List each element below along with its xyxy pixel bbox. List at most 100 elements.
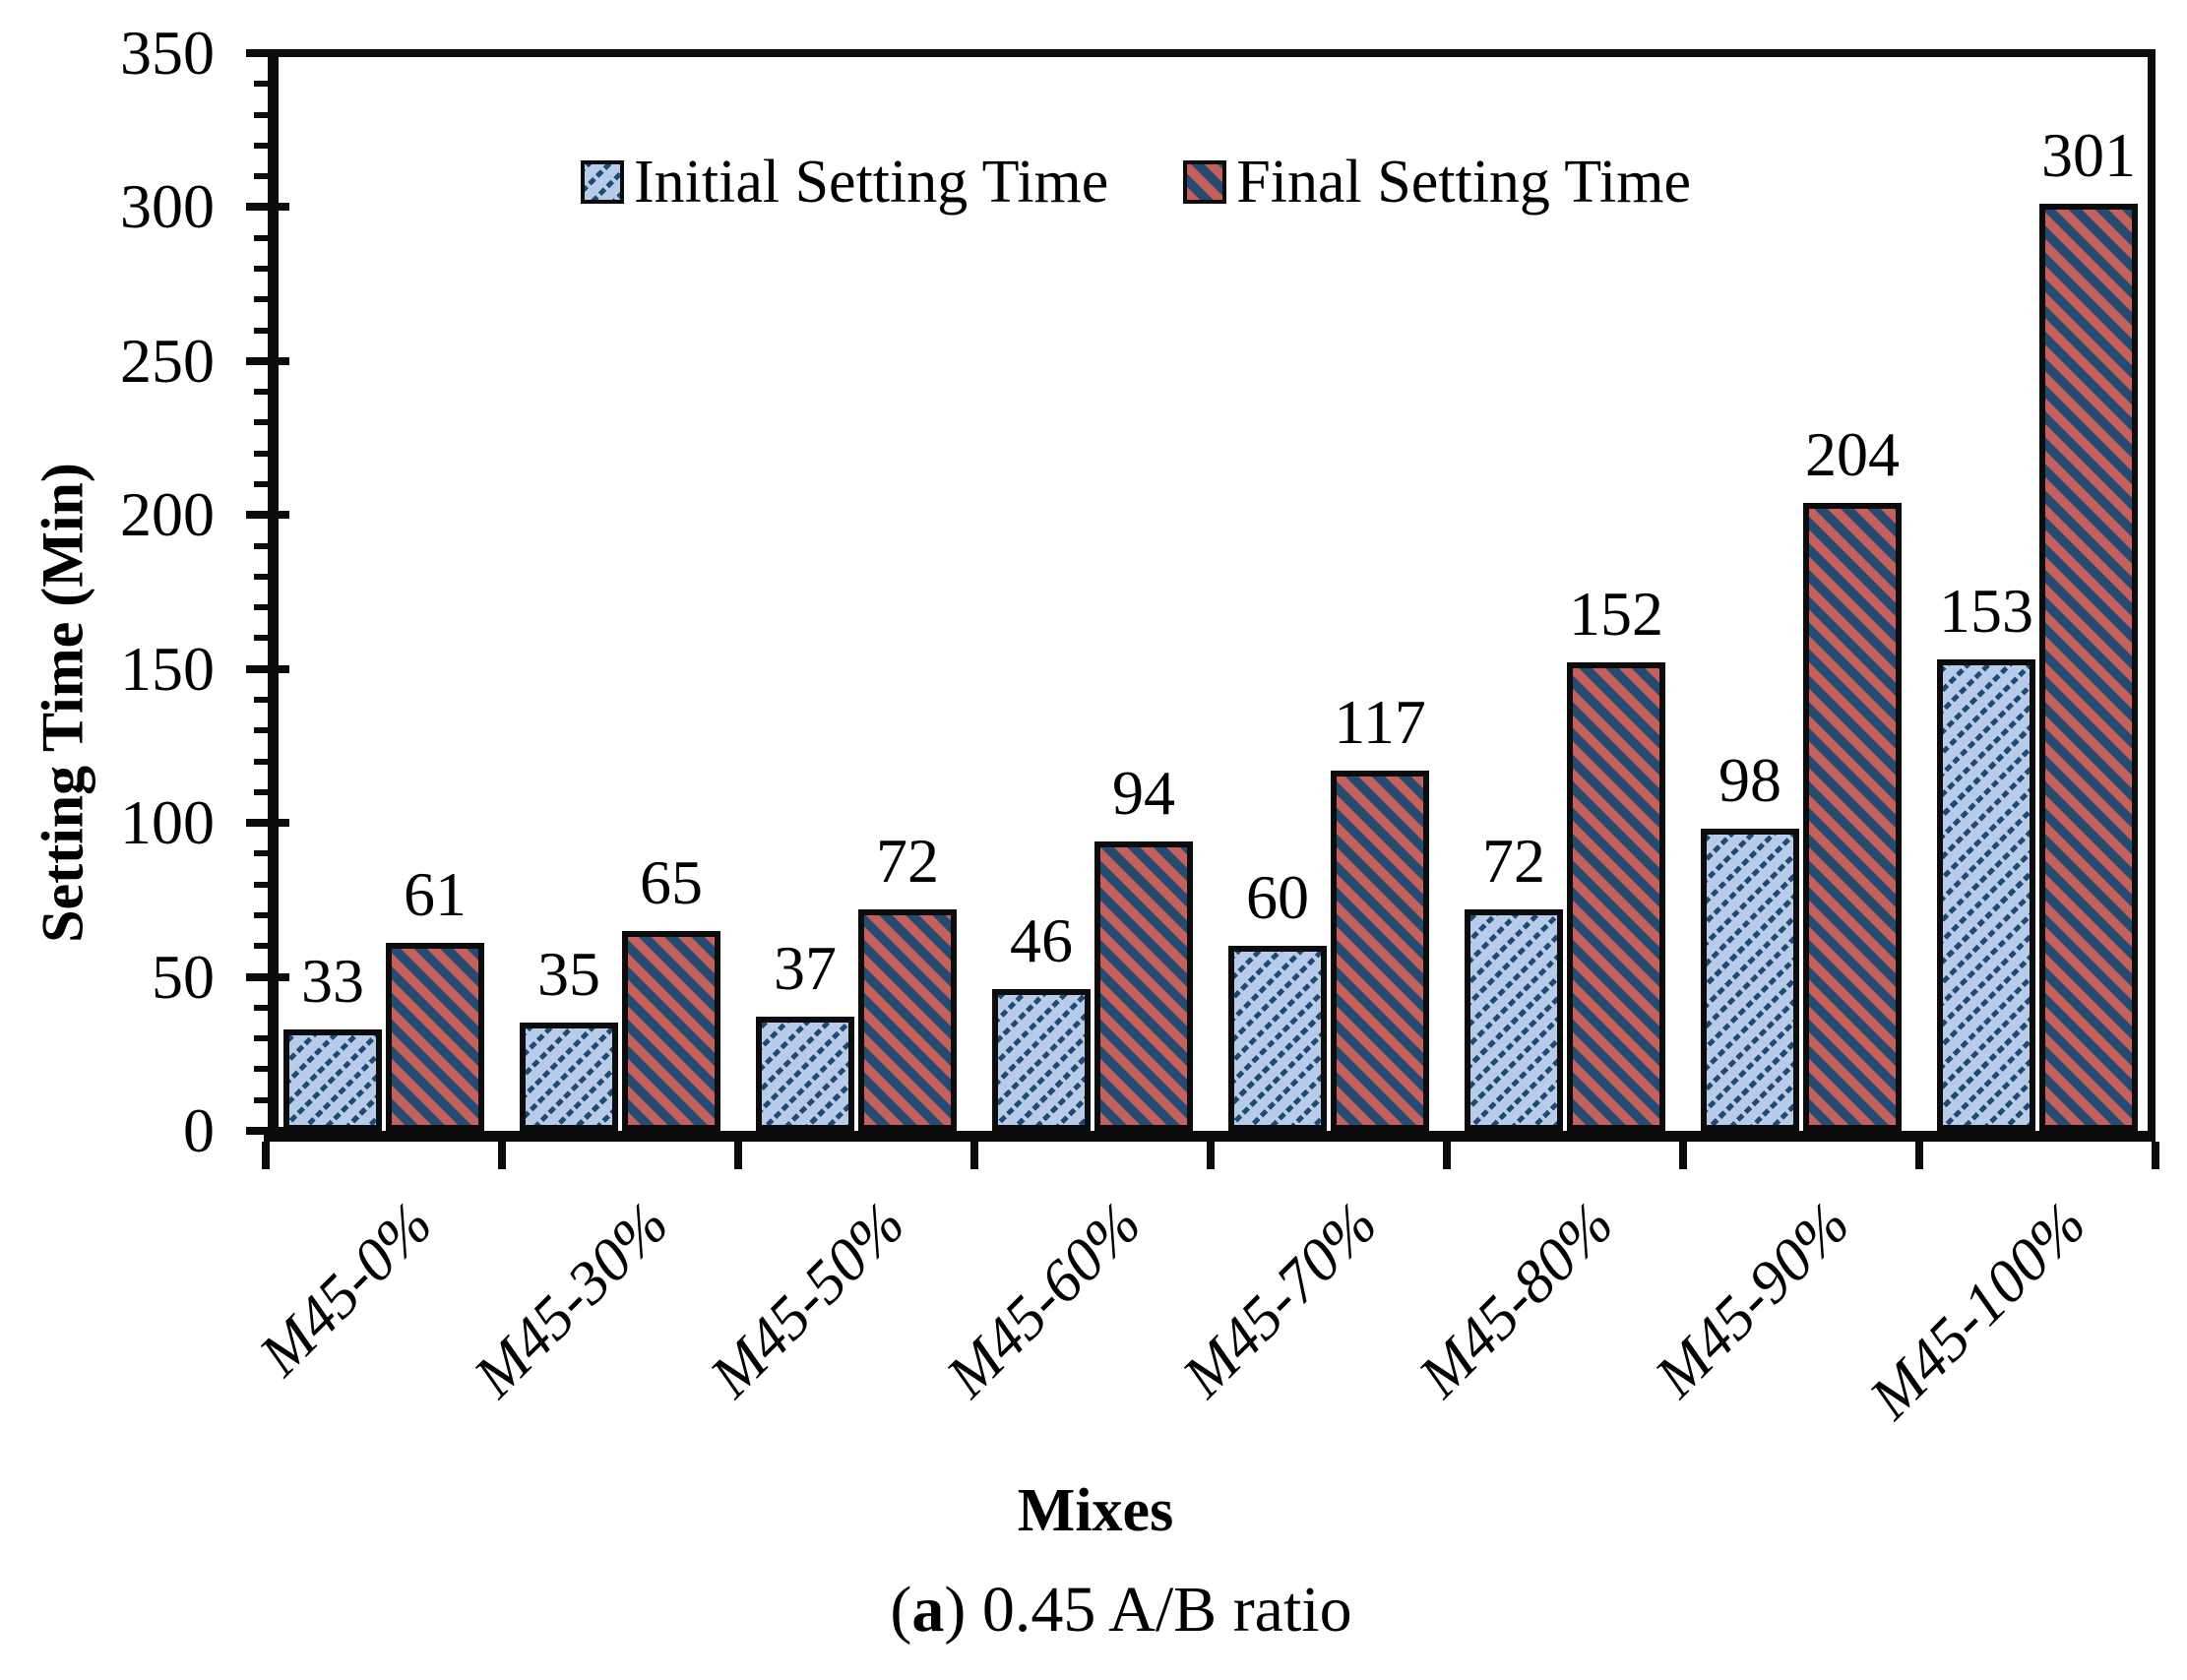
y-tick-label: 50 (152, 942, 215, 1012)
y-minor-tick (254, 451, 269, 457)
bar-final-m45-100- (2039, 204, 2138, 1131)
y-minor-tick (254, 328, 269, 334)
y-tick-label: 0 (183, 1095, 215, 1165)
bar-initial-m45-60- (992, 989, 1091, 1131)
y-tick-label: 100 (120, 787, 215, 857)
y-major-tick (246, 49, 289, 57)
y-minor-tick (254, 1097, 269, 1103)
bar-value-label: 204 (1805, 419, 1900, 489)
bar-final-m45-50- (858, 909, 957, 1131)
x-category-label: M45-90% (1642, 1190, 1863, 1410)
y-minor-tick (254, 850, 269, 856)
y-minor-tick (254, 173, 269, 179)
x-axis-line (264, 1131, 2156, 1142)
y-minor-tick (254, 296, 269, 302)
x-category-label: M45-60% (933, 1190, 1155, 1410)
y-minor-tick (254, 604, 269, 610)
plot-border-right (2148, 49, 2156, 1142)
caption-letter: a (911, 1574, 945, 1646)
bar-initial-m45-70- (1228, 946, 1327, 1131)
y-minor-tick (254, 727, 269, 733)
caption-prefix: ( (890, 1574, 912, 1646)
x-category-label: M45-0% (246, 1190, 446, 1389)
y-minor-tick (254, 789, 269, 795)
bar-final-m45-90- (1803, 503, 1902, 1131)
y-minor-tick (254, 266, 269, 272)
y-major-tick (246, 203, 289, 211)
caption-suffix: ) 0.45 A/B ratio (944, 1574, 1352, 1646)
legend-item-initial: Initial Setting Time (581, 150, 1108, 215)
legend-label-initial: Initial Setting Time (634, 149, 1109, 216)
x-tick (2152, 1142, 2159, 1169)
figure-caption: (a) 0.45 A/B ratio (890, 1573, 1351, 1648)
y-minor-tick (254, 1005, 269, 1011)
x-category-label: M45-50% (697, 1190, 918, 1410)
bar-value-label: 98 (1718, 745, 1781, 815)
y-axis-title: Setting Time (Min) (30, 463, 95, 943)
bar-final-m45-0- (386, 943, 484, 1131)
bar-value-label: 152 (1569, 579, 1663, 649)
y-minor-tick (254, 759, 269, 765)
y-tick-label: 200 (120, 479, 215, 549)
x-tick (498, 1142, 506, 1169)
bar-value-label: 35 (537, 939, 600, 1009)
plot-border-top (264, 49, 2156, 57)
y-minor-tick (254, 543, 269, 549)
x-tick (1915, 1142, 1923, 1169)
y-minor-tick (254, 1035, 269, 1041)
bar-value-label: 61 (404, 859, 467, 929)
x-category-label: M45-70% (1169, 1190, 1391, 1410)
y-major-tick (246, 819, 289, 827)
y-minor-tick (254, 574, 269, 580)
bar-initial-m45-50- (756, 1017, 854, 1131)
y-axis-line (268, 49, 279, 1142)
legend-label-final: Final Setting Time (1236, 149, 1691, 216)
bar-value-label: 37 (774, 933, 837, 1003)
legend-item-final: Final Setting Time (1183, 150, 1691, 215)
bar-final-m45-30- (622, 931, 720, 1131)
bar-initial-m45-80- (1465, 909, 1563, 1131)
y-tick-label: 150 (120, 634, 215, 704)
y-tick-label: 300 (120, 171, 215, 241)
x-tick (1207, 1142, 1215, 1169)
y-major-tick (246, 973, 289, 981)
bar-value-label: 72 (1482, 826, 1545, 896)
bar-final-m45-80- (1567, 662, 1665, 1131)
bar-initial-m45-100- (1937, 659, 2035, 1131)
y-minor-tick (254, 882, 269, 888)
x-category-label: M45-30% (461, 1190, 682, 1410)
bar-final-m45-60- (1094, 841, 1193, 1131)
y-minor-tick (254, 419, 269, 425)
bar-initial-m45-90- (1701, 829, 1799, 1131)
y-minor-tick (254, 635, 269, 641)
y-minor-tick (254, 143, 269, 149)
y-minor-tick (254, 389, 269, 395)
bar-value-label: 46 (1010, 905, 1073, 975)
y-major-tick (246, 511, 289, 519)
legend-swatch-initial-icon (581, 160, 624, 204)
bar-value-label: 301 (2041, 120, 2136, 190)
bar-initial-m45-30- (520, 1023, 618, 1131)
bar-value-label: 153 (1939, 576, 2033, 646)
x-tick (1443, 1142, 1451, 1169)
x-axis-title: Mixes (1017, 1477, 1174, 1544)
x-tick (970, 1142, 978, 1169)
y-tick-label: 350 (120, 18, 215, 88)
x-tick (734, 1142, 742, 1169)
bar-value-label: 94 (1112, 758, 1175, 828)
bar-value-label: 33 (301, 946, 364, 1016)
bar-value-label: 60 (1246, 862, 1309, 932)
y-minor-tick (254, 943, 269, 949)
bar-final-m45-70- (1331, 771, 1429, 1131)
y-minor-tick (254, 81, 269, 87)
x-tick (1679, 1142, 1687, 1169)
legend-swatch-final-icon (1183, 160, 1227, 204)
y-tick-label: 250 (120, 326, 215, 396)
x-category-label: M45-100% (1857, 1190, 2099, 1432)
y-minor-tick (254, 1066, 269, 1072)
bar-initial-m45-0- (283, 1029, 382, 1131)
bar-value-label: 117 (1334, 687, 1426, 757)
y-minor-tick (254, 697, 269, 703)
bar-value-label: 65 (640, 847, 703, 917)
